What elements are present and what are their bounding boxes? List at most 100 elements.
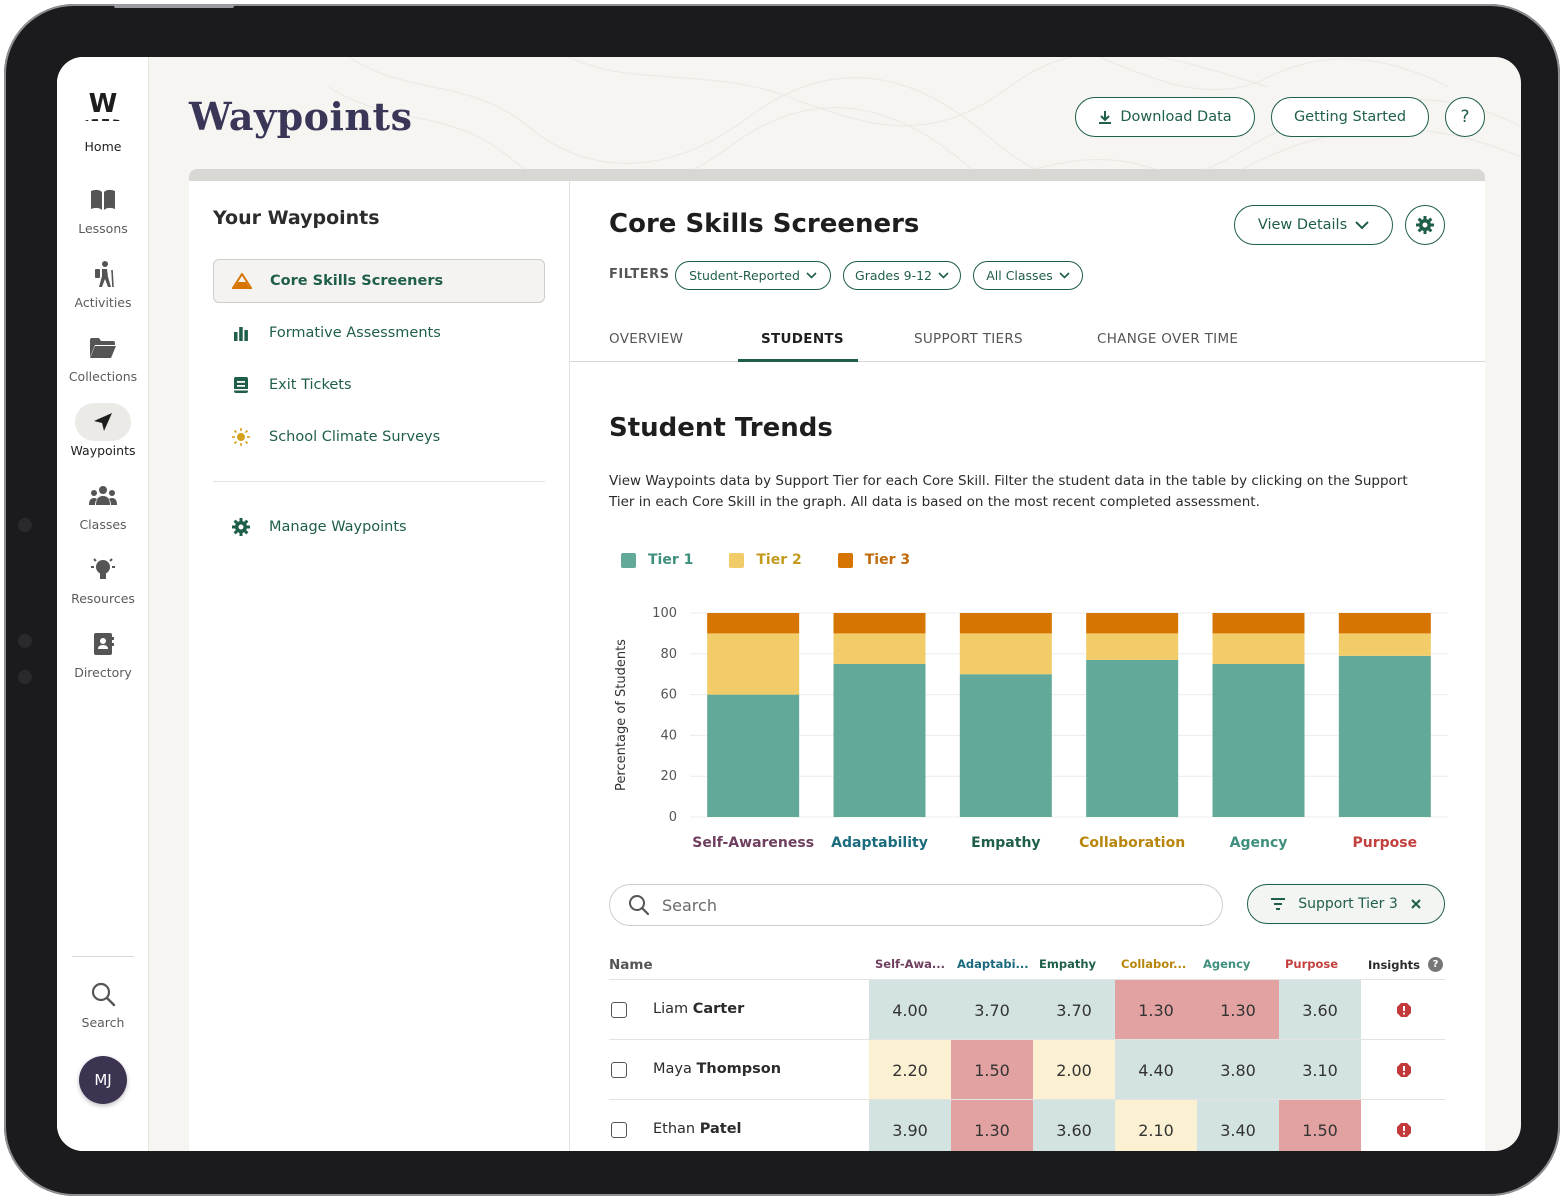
- score-cell: 3.60: [1279, 980, 1361, 1040]
- bar-adaptability-tier2[interactable]: [833, 633, 926, 664]
- row-checkbox[interactable]: [611, 1062, 627, 1078]
- column-header-adaptability[interactable]: Adaptabi...: [957, 957, 1029, 971]
- column-header-name[interactable]: Name: [609, 957, 653, 973]
- search-input[interactable]: [662, 895, 1182, 915]
- filter-classes-dropdown[interactable]: All Classes: [973, 261, 1083, 290]
- support-tier-filter-chip[interactable]: Support Tier 3: [1247, 884, 1445, 924]
- bar-self-awareness-tier3[interactable]: [707, 613, 800, 634]
- bar-agency-tier1[interactable]: [1212, 664, 1305, 817]
- bar-adaptability-tier3[interactable]: [833, 613, 926, 634]
- rail-item-lessons[interactable]: Lessons: [57, 181, 149, 236]
- student-first-name: Maya: [653, 1061, 697, 1077]
- legend-label: Tier 2: [756, 552, 802, 568]
- app-screen: W Home Lessons Activities: [57, 57, 1521, 1151]
- student-name[interactable]: Liam Carter: [653, 1001, 744, 1017]
- rail-item-resources[interactable]: Resources: [57, 551, 149, 606]
- rail-item-search[interactable]: Search: [57, 975, 149, 1030]
- help-icon: ?: [1460, 107, 1470, 127]
- view-details-button[interactable]: View Details: [1234, 205, 1393, 245]
- bar-chart-icon: [231, 325, 251, 341]
- view-details-label: View Details: [1257, 217, 1348, 233]
- table-row[interactable]: Ethan Patel 3.90 1.30 3.60 2.10 3.40 1.50: [609, 1099, 1445, 1151]
- filter-respondent-dropdown[interactable]: Student-Reported: [675, 261, 831, 290]
- student-first-name: Ethan: [653, 1121, 700, 1137]
- student-search-field[interactable]: [609, 884, 1223, 926]
- y-axis-label: Percentage of Students: [614, 639, 629, 791]
- student-name[interactable]: Maya Thompson: [653, 1061, 781, 1077]
- active-tab-indicator: [738, 359, 858, 362]
- bar-agency-tier2[interactable]: [1212, 633, 1305, 664]
- legend-item-tier1[interactable]: Tier 1: [621, 552, 693, 568]
- column-header-purpose[interactable]: Purpose: [1285, 957, 1339, 971]
- tab-change-over-time[interactable]: CHANGE OVER TIME: [1097, 331, 1239, 347]
- rail-item-directory[interactable]: Directory: [57, 625, 149, 680]
- rail-item-collections[interactable]: Collections: [57, 329, 149, 384]
- column-header-empathy[interactable]: Empathy: [1039, 957, 1097, 971]
- waypoint-item-school-climate[interactable]: School Climate Surveys: [213, 415, 545, 459]
- rail-item-waypoints[interactable]: Waypoints: [57, 403, 149, 458]
- waypoint-item-core-skills[interactable]: Core Skills Screeners: [213, 259, 545, 303]
- tab-students[interactable]: STUDENTS: [761, 331, 844, 347]
- x-category-label: Adaptability: [831, 835, 928, 851]
- bar-empathy-tier1[interactable]: [959, 674, 1052, 817]
- x-category-label: Self-Awareness: [692, 835, 814, 851]
- rail-item-classes[interactable]: Classes: [57, 477, 149, 532]
- bar-agency-tier3[interactable]: [1212, 613, 1305, 634]
- column-header-agency[interactable]: Agency: [1203, 957, 1251, 971]
- hiker-icon: [75, 255, 131, 293]
- waypoint-item-label: Core Skills Screeners: [270, 273, 444, 289]
- table-row[interactable]: Liam Carter 4.00 3.70 3.70 1.30 1.30 3.60: [609, 979, 1445, 1040]
- manage-waypoints-link[interactable]: Manage Waypoints: [213, 505, 545, 549]
- column-header-insights[interactable]: Insights ?: [1368, 957, 1444, 972]
- chart-legend: Tier 1 Tier 2 Tier 3: [621, 552, 910, 568]
- column-header-collaboration[interactable]: Collabor...: [1121, 957, 1187, 971]
- bar-collaboration-tier2[interactable]: [1086, 633, 1179, 660]
- bar-empathy-tier2[interactable]: [959, 633, 1052, 675]
- bar-self-awareness-tier1[interactable]: [707, 694, 800, 817]
- filters-label: FILTERS: [609, 267, 670, 282]
- folder-icon: [75, 329, 131, 367]
- download-icon: [1099, 110, 1112, 124]
- legend-item-tier2[interactable]: Tier 2: [729, 552, 802, 568]
- rail-item-activities[interactable]: Activities: [57, 255, 149, 310]
- bar-self-awareness-tier2[interactable]: [707, 633, 800, 695]
- row-checkbox[interactable]: [611, 1122, 627, 1138]
- bar-purpose-tier2[interactable]: [1338, 633, 1431, 656]
- rail-item-label: Lessons: [78, 221, 128, 236]
- bar-purpose-tier3[interactable]: [1338, 613, 1431, 634]
- legend-item-tier3[interactable]: Tier 3: [837, 552, 910, 568]
- filter-grades-dropdown[interactable]: Grades 9-12: [843, 261, 961, 290]
- tab-support-tiers[interactable]: SUPPORT TIERS: [914, 331, 1023, 347]
- alert-octagon-icon[interactable]: [1396, 1002, 1412, 1018]
- bar-purpose-tier1[interactable]: [1338, 655, 1431, 817]
- rail-item-label: Collections: [68, 369, 138, 384]
- close-icon[interactable]: [1410, 898, 1422, 910]
- column-header-self-awareness[interactable]: Self-Awa...: [875, 957, 945, 971]
- waypoint-item-label: Formative Assessments: [269, 325, 441, 341]
- download-data-button[interactable]: Download Data: [1075, 97, 1255, 137]
- y-tick-label: 0: [669, 810, 677, 825]
- waypoint-item-formative-assessments[interactable]: Formative Assessments: [213, 311, 545, 355]
- rail-item-home[interactable]: W Home: [57, 91, 149, 154]
- contact-book-icon: [75, 625, 131, 663]
- user-avatar[interactable]: MJ: [79, 1056, 127, 1104]
- bar-collaboration-tier3[interactable]: [1086, 613, 1179, 634]
- settings-button[interactable]: [1405, 205, 1445, 245]
- tab-overview[interactable]: OVERVIEW: [609, 331, 684, 347]
- waypoint-item-exit-tickets[interactable]: Exit Tickets: [213, 363, 545, 407]
- table-row[interactable]: Maya Thompson 2.20 1.50 2.00 4.40 3.80 3.10: [609, 1039, 1445, 1100]
- alert-octagon-icon[interactable]: [1396, 1122, 1412, 1138]
- score-cell: 3.80: [1197, 1040, 1279, 1100]
- gear-icon: [231, 518, 251, 536]
- bar-empathy-tier3[interactable]: [959, 613, 1052, 634]
- row-checkbox[interactable]: [611, 1002, 627, 1018]
- alert-octagon-icon[interactable]: [1396, 1062, 1412, 1078]
- student-name[interactable]: Ethan Patel: [653, 1121, 742, 1137]
- getting-started-button[interactable]: Getting Started: [1271, 97, 1429, 137]
- navigation-arrow-icon: [75, 403, 131, 441]
- bar-collaboration-tier1[interactable]: [1086, 659, 1179, 817]
- bar-adaptability-tier1[interactable]: [833, 664, 926, 817]
- score-cell: 3.70: [951, 980, 1033, 1040]
- help-button[interactable]: ?: [1445, 97, 1485, 137]
- help-icon[interactable]: ?: [1428, 957, 1444, 972]
